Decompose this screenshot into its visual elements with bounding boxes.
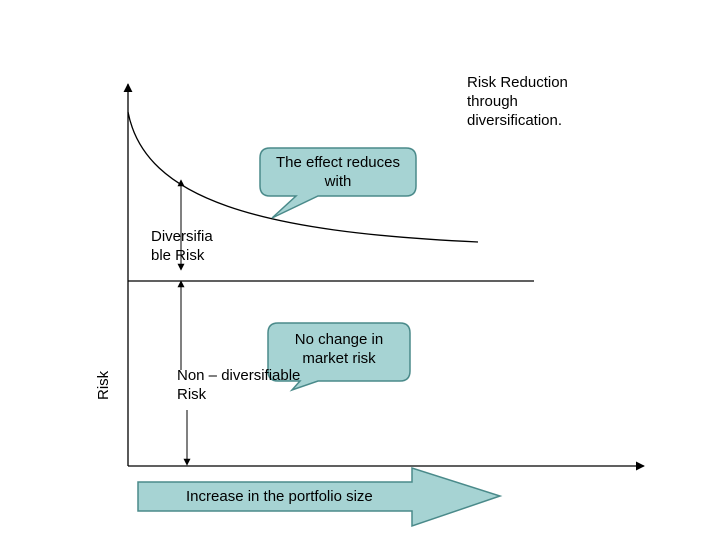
callout-top-text: The effect reduces with [276, 154, 400, 190]
non-diversifiable-risk-label: Non – diversifiable Risk [177, 367, 301, 403]
portfolio-size-label: Increase in the portfolio size [186, 488, 373, 505]
portfolio-size-arrow [137, 466, 503, 528]
diversifiable-risk-label: Diversifia ble Risk [151, 228, 213, 264]
y-axis-label: Risk [95, 370, 112, 400]
total-risk-curve [127, 111, 479, 243]
callout-bottom-text: No change in market risk [294, 331, 384, 367]
diagram-title: Risk Reduction through diversification. [467, 74, 568, 129]
callout-bottom-shape [267, 322, 411, 392]
callout-top-shape [259, 147, 417, 219]
